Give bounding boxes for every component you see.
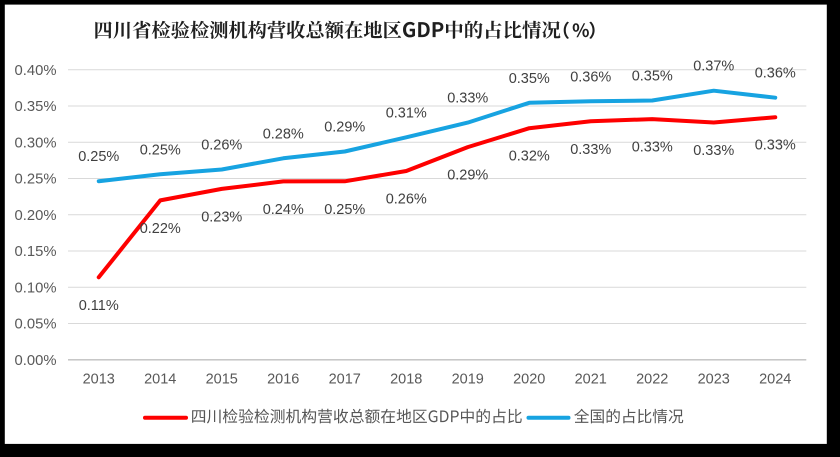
svg-text:0.11%: 0.11% xyxy=(79,298,119,314)
svg-text:0.33%: 0.33% xyxy=(693,143,734,159)
svg-text:2018: 2018 xyxy=(390,372,422,388)
svg-text:0.31%: 0.31% xyxy=(386,105,427,121)
svg-text:0.24%: 0.24% xyxy=(263,202,304,218)
svg-text:2019: 2019 xyxy=(452,372,484,388)
svg-text:0.29%: 0.29% xyxy=(324,120,365,136)
svg-text:0.25%: 0.25% xyxy=(324,202,365,218)
svg-text:0.15%: 0.15% xyxy=(15,244,57,260)
svg-text:0.29%: 0.29% xyxy=(447,168,488,184)
svg-text:0.36%: 0.36% xyxy=(570,69,611,85)
svg-text:2023: 2023 xyxy=(698,372,730,388)
svg-text:0.20%: 0.20% xyxy=(15,208,57,224)
svg-text:2016: 2016 xyxy=(267,372,299,388)
svg-text:2022: 2022 xyxy=(636,372,668,388)
svg-text:0.33%: 0.33% xyxy=(447,91,488,107)
svg-text:0.35%: 0.35% xyxy=(15,99,57,115)
svg-text:0.25%: 0.25% xyxy=(78,149,119,165)
svg-text:0.25%: 0.25% xyxy=(15,172,57,188)
svg-text:0.26%: 0.26% xyxy=(386,192,427,208)
svg-text:0.37%: 0.37% xyxy=(693,59,734,75)
svg-text:0.25%: 0.25% xyxy=(140,142,181,158)
svg-text:2021: 2021 xyxy=(575,372,607,388)
svg-text:0.36%: 0.36% xyxy=(755,66,796,82)
svg-text:0.23%: 0.23% xyxy=(201,209,242,225)
svg-text:2014: 2014 xyxy=(144,372,176,388)
svg-text:0.00%: 0.00% xyxy=(15,353,57,369)
svg-text:0.26%: 0.26% xyxy=(201,138,242,154)
svg-text:2017: 2017 xyxy=(329,372,361,388)
svg-text:0.22%: 0.22% xyxy=(140,221,181,237)
svg-text:2013: 2013 xyxy=(83,372,115,388)
svg-text:0.10%: 0.10% xyxy=(15,280,57,296)
svg-text:0.33%: 0.33% xyxy=(755,138,796,154)
svg-text:0.35%: 0.35% xyxy=(632,69,673,85)
svg-text:2024: 2024 xyxy=(759,372,791,388)
svg-text:0.05%: 0.05% xyxy=(15,317,57,333)
svg-text:0.35%: 0.35% xyxy=(509,71,550,87)
svg-text:0.40%: 0.40% xyxy=(15,63,57,79)
svg-text:0.33%: 0.33% xyxy=(632,140,673,156)
svg-text:0.33%: 0.33% xyxy=(570,142,611,158)
svg-text:2015: 2015 xyxy=(206,372,238,388)
svg-text:2020: 2020 xyxy=(513,372,545,388)
svg-text:0.30%: 0.30% xyxy=(15,135,57,151)
svg-text:0.28%: 0.28% xyxy=(263,126,304,142)
svg-text:0.32%: 0.32% xyxy=(509,149,550,165)
